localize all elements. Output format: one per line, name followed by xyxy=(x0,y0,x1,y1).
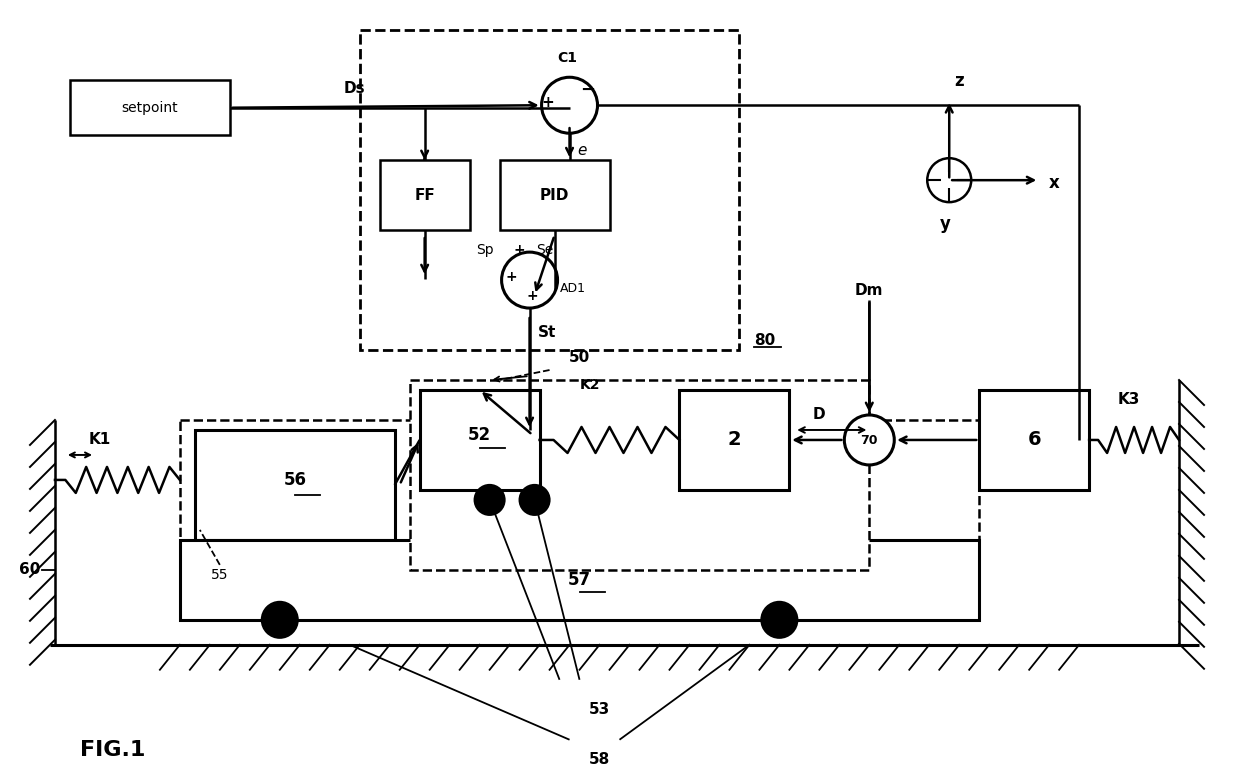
Bar xyxy=(180,420,979,620)
Text: Dm: Dm xyxy=(855,282,883,298)
Text: +: + xyxy=(541,95,554,110)
Bar xyxy=(69,80,229,135)
Text: e: e xyxy=(577,143,587,158)
Text: C1: C1 xyxy=(558,51,577,65)
Bar xyxy=(195,430,395,540)
Circle shape xyxy=(541,78,597,133)
Bar xyxy=(379,160,470,230)
Circle shape xyxy=(927,158,971,202)
Text: 52: 52 xyxy=(468,426,491,444)
Text: +: + xyxy=(527,289,539,303)
Circle shape xyxy=(844,415,895,465)
Text: 55: 55 xyxy=(211,568,228,582)
Text: 56: 56 xyxy=(284,471,306,489)
Text: K2: K2 xyxy=(580,378,600,392)
Bar xyxy=(499,160,610,230)
Text: Sp: Sp xyxy=(476,243,493,257)
Text: Se: Se xyxy=(536,243,553,257)
Bar xyxy=(410,380,870,570)
Text: FIG.1: FIG.1 xyxy=(81,740,145,760)
Text: 2: 2 xyxy=(727,430,741,449)
Text: z: z xyxy=(954,72,964,90)
Text: PID: PID xyxy=(540,187,569,202)
Circle shape xyxy=(261,602,297,638)
Text: D: D xyxy=(813,408,825,423)
Circle shape xyxy=(502,252,558,308)
Circle shape xyxy=(475,485,504,515)
Text: 70: 70 xyxy=(861,434,878,448)
Text: 53: 53 xyxy=(589,702,610,717)
Bar xyxy=(979,390,1089,490)
Bar xyxy=(180,540,979,620)
Text: 80: 80 xyxy=(755,332,776,347)
Text: setpoint: setpoint xyxy=(121,100,178,114)
Bar xyxy=(420,390,539,490)
Text: 50: 50 xyxy=(569,350,590,365)
Circle shape xyxy=(519,485,550,515)
Text: AD1: AD1 xyxy=(560,281,586,295)
Text: K1: K1 xyxy=(89,433,112,448)
Text: FF: FF xyxy=(414,187,435,202)
Text: K3: K3 xyxy=(1118,393,1140,408)
Circle shape xyxy=(762,602,798,638)
Text: +: + xyxy=(506,270,518,284)
Text: 60: 60 xyxy=(19,562,40,577)
Text: y: y xyxy=(940,215,950,233)
Text: −: − xyxy=(580,82,595,100)
Text: 58: 58 xyxy=(589,752,610,768)
Bar xyxy=(679,390,789,490)
Text: +: + xyxy=(514,243,525,257)
Text: St: St xyxy=(538,325,556,340)
Text: Ds: Ds xyxy=(344,81,366,96)
Text: 6: 6 xyxy=(1027,430,1041,449)
Text: x: x xyxy=(1049,174,1059,192)
Text: 57: 57 xyxy=(567,571,591,589)
Bar xyxy=(359,31,740,350)
